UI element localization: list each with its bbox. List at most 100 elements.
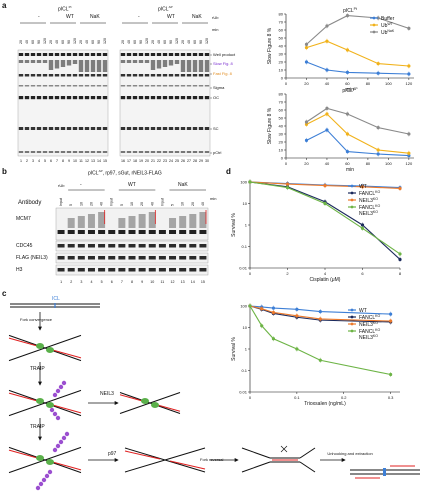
traip-label-1: TRAIP [30, 366, 45, 372]
gel2-band-sc [174, 127, 180, 130]
legend-marker [350, 184, 354, 188]
gel2-band-oc [174, 96, 180, 100]
gel-b-band-cdc45 [118, 244, 126, 248]
gel1-band-oc [18, 96, 24, 100]
gel1-lane-number: 6 [50, 159, 52, 163]
gel-b-min-label: min [210, 196, 217, 201]
y-tick-label: 50 [279, 36, 284, 41]
gel1-band-smear [84, 60, 90, 72]
ubiquitin-chain [55, 415, 61, 421]
gel1-band-well [48, 53, 54, 56]
gel-b-lane-number: 11 [161, 280, 165, 284]
gel1-timepoint-label: 60 [91, 40, 95, 44]
y-tick-label: 30 [279, 132, 284, 137]
fork-neil3-strand [149, 392, 181, 404]
gel1-band-pctrl [78, 151, 84, 153]
gel2-band-well [126, 53, 132, 56]
gel1-band-pctrl [30, 151, 36, 153]
gel1-band-smear [96, 60, 102, 72]
gel1-lane-number: 9 [68, 159, 70, 163]
gel1-band-oc [90, 96, 96, 100]
gel-b-band-flag [77, 256, 85, 260]
gel2-band-sigma [162, 85, 168, 87]
fork-long-chain-strand [8, 459, 46, 474]
gel1-band-sc [54, 127, 60, 130]
gel-b-band-h3 [158, 268, 166, 272]
y-tick-label: 20 [279, 140, 284, 145]
gel-b-lane-number: 9 [141, 280, 143, 284]
gel2-band-sigma [180, 85, 186, 87]
gel-b-group-nak: NaK [178, 182, 188, 188]
fork-neil3-cmg [151, 402, 159, 408]
gel2-timepoint-label: 60 [163, 40, 167, 44]
gel1-band-sigma [24, 85, 30, 87]
gel-b-band-h3 [199, 268, 207, 272]
gel1-band-well [66, 53, 72, 56]
gel2-lane-number: 30 [205, 159, 209, 163]
legend-marker [372, 23, 376, 27]
y-tick-label: 20 [279, 60, 284, 65]
gel2-band-pctrl [204, 151, 210, 153]
gel1-band-sigma [90, 85, 96, 87]
x-tick-label: 40 [325, 161, 330, 166]
gel1-band-sc [72, 127, 78, 130]
legend-label: NEIL3KO [359, 197, 378, 204]
gel-b-band-cdc45 [169, 244, 177, 248]
gel1-timepoint-label: 60 [31, 40, 35, 44]
gel1-band-pctrl [72, 151, 78, 153]
gel1-timepoint-label: 20 [79, 40, 83, 44]
gel2-lane-number: 26 [181, 159, 185, 163]
chart-1: pICLPt 0 10 20 30 40 50 60 70 80 0 20 40 60 80 100 120 mi… [267, 7, 414, 93]
x-tick-label: 0.3 [388, 395, 394, 400]
gel1-band-sigma [60, 85, 66, 87]
gel1-group-wt: WT [66, 14, 74, 20]
gel1-band-well [90, 53, 96, 56]
gel1-band-fast [96, 74, 102, 77]
x-tick-label: 0 [285, 81, 288, 86]
gel1-band-well [84, 53, 90, 56]
gel2-band-sigma [138, 85, 144, 87]
gel2-band-fast [132, 74, 138, 77]
gel1-band-well [72, 53, 78, 56]
gel1-band-fast [60, 74, 66, 77]
gel-b-band-flag [57, 256, 65, 260]
gel2-band-sigma [144, 85, 150, 87]
gel-b-ladder-mcm7 [67, 218, 75, 228]
gel2-band-oc [120, 96, 126, 100]
y-tick-label: 50 [279, 116, 284, 121]
legend-marker [350, 322, 354, 326]
gel2-lane-number: 28 [193, 159, 197, 163]
fork-extracted-nascent [169, 460, 206, 470]
series-line [306, 40, 409, 67]
gel2-band-smear [156, 60, 162, 69]
gel2-band-well [168, 53, 174, 56]
gel2-lane-number: 25 [175, 159, 179, 163]
gel2-band-fast [180, 74, 186, 77]
gel2-band-pctrl [168, 151, 174, 153]
gel1-band-sc [60, 127, 66, 130]
x-tick-label: 4 [324, 271, 327, 276]
gel2-band-well [198, 53, 204, 56]
x-axis-label: min [346, 167, 354, 173]
gel-b-band-flag [128, 256, 136, 260]
gel2-band-pctrl [126, 151, 132, 153]
gel-b-lane-number: 13 [181, 280, 185, 284]
gel1-band-fast [18, 74, 24, 77]
gel-a-rub-label: rUb [212, 15, 219, 20]
chart-4: 0.01 0.1 1 10 100 0 0.1 0.2 0.3 Trioxsalen (ng/mL… [231, 303, 400, 407]
gel1-timepoint-label: 40 [25, 40, 29, 44]
gel2-band-sc [150, 127, 156, 130]
gel1-band-well [36, 53, 42, 56]
gel-b-timepoint-label: 5 [171, 204, 175, 206]
gel1-band-well [18, 53, 24, 56]
gel-b-lane-number: 10 [150, 280, 154, 284]
series-line [249, 305, 391, 376]
gel1-band-smear [90, 60, 96, 72]
gel2-lane-number: 27 [187, 159, 191, 163]
gel1-band-well [30, 53, 36, 56]
gel2-band-pctrl [162, 151, 168, 153]
gel-b-timepoint-label: 10 [130, 202, 134, 206]
legend-label: FANCLKO [359, 314, 380, 321]
gel1-band-sigma [30, 85, 36, 87]
x-tick-label: 6 [361, 271, 364, 276]
